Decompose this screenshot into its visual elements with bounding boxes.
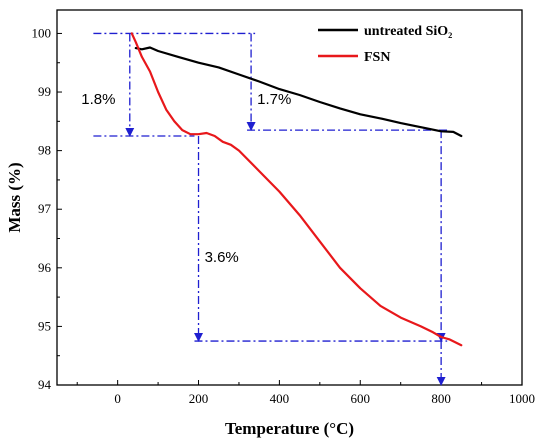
x-axis-title: Temperature (°C) bbox=[225, 419, 354, 438]
plot-frame bbox=[56, 9, 523, 386]
x-tick-label: 200 bbox=[189, 391, 209, 406]
x-tick-label: 0 bbox=[114, 391, 121, 406]
x-tick-label: 400 bbox=[270, 391, 290, 406]
mass-loss-annotation: 1.8% bbox=[81, 91, 115, 108]
y-tick-label: 97 bbox=[38, 201, 52, 216]
y-tick-label: 99 bbox=[38, 84, 51, 99]
series-line-untreated-sio2 bbox=[134, 46, 463, 138]
x-tick-label: 800 bbox=[431, 391, 451, 406]
legend-label: untreated SiO₂ bbox=[364, 24, 452, 39]
series-line-fsn bbox=[130, 32, 463, 347]
mass-loss-annotation: 1.7% bbox=[257, 91, 291, 108]
y-tick-label: 100 bbox=[32, 25, 52, 40]
mass-loss-annotation: 3.6% bbox=[205, 249, 239, 266]
y-tick-label: 94 bbox=[38, 377, 52, 392]
x-tick-label: 1000 bbox=[509, 391, 535, 406]
x-tick-label: 600 bbox=[351, 391, 371, 406]
y-tick-label: 96 bbox=[38, 260, 52, 275]
y-tick-label: 95 bbox=[38, 318, 51, 333]
y-axis-title: Mass (%) bbox=[5, 162, 24, 232]
y-tick-label: 98 bbox=[38, 143, 51, 158]
legend-label: FSN bbox=[364, 50, 390, 65]
